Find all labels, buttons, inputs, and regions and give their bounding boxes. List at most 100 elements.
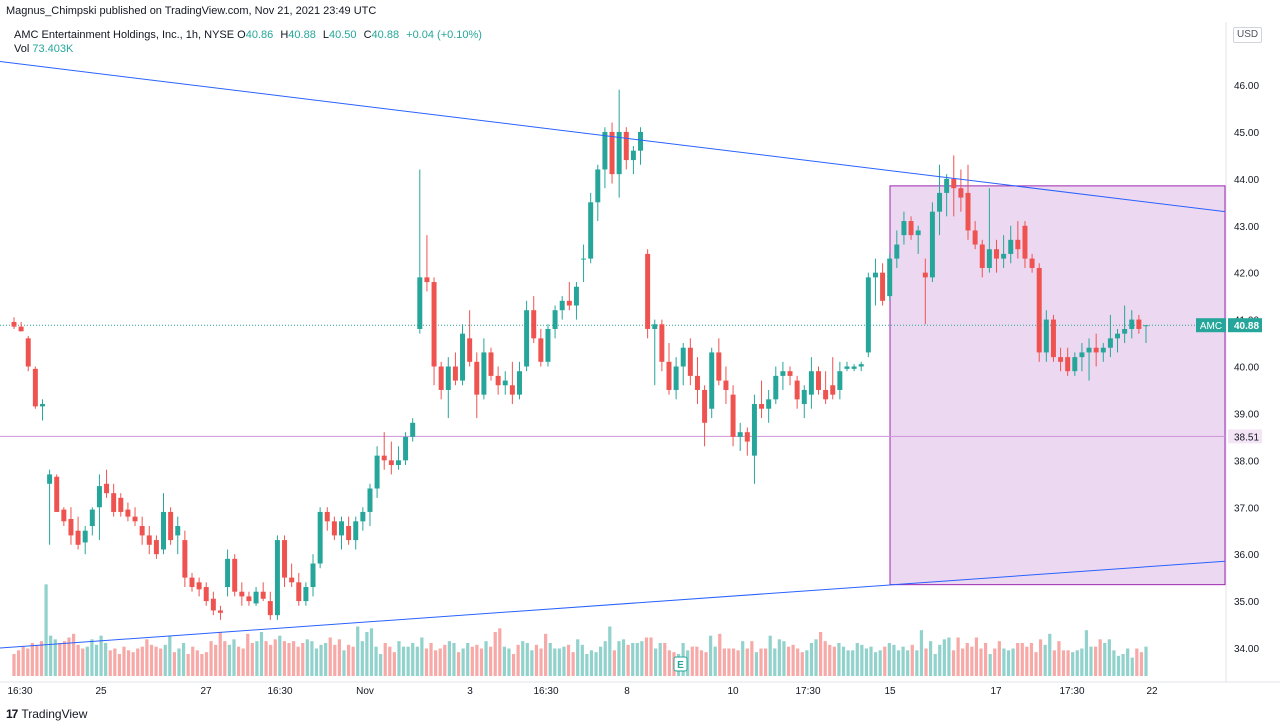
candle-body [96,486,102,508]
volume-bar [860,644,864,676]
candle-body [246,596,252,602]
volume-bar [1016,643,1020,676]
candle-body [153,540,159,555]
candle-body [253,591,259,604]
candle-body [687,347,693,376]
volume-bar [1107,639,1111,676]
candle-body [951,178,957,189]
volume-bar [479,648,484,676]
volume-bar [351,646,355,676]
volume-bar [883,646,887,676]
volume-bar [910,644,914,676]
volume-bar [626,644,630,676]
volume-bar [1112,650,1116,676]
volume-bar [1048,633,1052,676]
volume-bar [1052,650,1056,676]
volume-bar [81,648,85,676]
volume-bar [163,644,167,676]
volume-bar [447,641,451,676]
volume-bar [1066,650,1070,676]
candle-body [395,460,401,466]
candle-body [18,326,24,332]
candle-body [1122,328,1128,334]
candle-body [410,422,416,437]
candle-body [1136,319,1142,329]
volume-bar [342,650,346,676]
volume-bar [255,641,259,676]
symbol-description: AMC Entertainment Holdings, Inc., 1h, NY… [14,29,235,41]
candle-body [680,347,686,367]
volume-bar [892,644,896,676]
volume-bar [200,654,204,676]
volume-bar [773,648,777,676]
candle-body [602,131,608,170]
earnings-marker-box [673,656,688,672]
candle-body [694,375,700,390]
volume-bar [553,648,557,676]
price-tick-label: 40.00 [1234,363,1259,374]
volume-bar [1130,657,1134,676]
change-value: +0.04 (+0.10%) [406,29,482,41]
volume-bar [94,644,99,676]
volume-bar [658,643,662,676]
volume-bar [837,643,841,676]
candle-body [979,244,985,268]
volume-bar [1006,650,1011,676]
candle-body [944,178,950,193]
candle-body [360,511,366,522]
volume-bar [557,648,561,676]
volume-bar [420,637,424,676]
trendlines [0,61,1226,649]
candle-body [673,366,679,390]
volume-bar [456,652,461,676]
volume-bar [924,648,928,676]
candle-body [787,371,793,376]
candle-body [452,366,458,381]
candle-body [993,249,999,259]
price-tick-label: 42.00 [1234,269,1259,280]
candle-body [54,476,60,512]
volume-bar [704,652,708,676]
volume-bar [521,641,525,676]
candle-body [47,474,53,484]
candle-body [381,455,387,461]
volume-bar [177,648,181,676]
time-tick-label: 15 [884,686,896,697]
price-axis: 46.0045.0044.0043.0042.0041.0040.0039.00… [1225,22,1259,682]
candle-body [1036,267,1042,353]
volume-bar [919,630,924,676]
candle-body [937,192,943,212]
candle-body [965,192,971,231]
volume-bar [126,650,131,676]
volume-bar [191,646,195,676]
close-value: 40.88 [371,29,400,41]
volume-bar [172,652,177,676]
volume-bar [832,646,836,676]
volume-bar [489,646,493,676]
candle-body [638,131,644,151]
volume-bar [438,648,442,676]
price-chart[interactable]: 46.0045.0044.0043.0042.0041.0040.0039.00… [0,20,1280,702]
volume-bar [1061,650,1066,676]
volume-bar [1075,650,1079,676]
currency-button[interactable]: USD [1233,27,1263,43]
candle-body [310,563,316,588]
volume-bar [741,641,745,676]
volume-bar [786,646,791,676]
candle-body [730,394,736,437]
volume-bar [493,632,497,676]
volume-bar [401,646,406,676]
volume-bar [379,654,383,676]
candle-body [972,230,978,245]
price-tick-label: 45.00 [1234,128,1259,139]
volume-bar [470,646,474,676]
candle-body [1008,239,1014,254]
candle-body [659,324,665,362]
candle-body [1143,325,1149,327]
volume-bar [232,639,236,676]
volume-bar [649,637,653,676]
high-label: H [280,29,289,41]
candle-body [616,131,622,175]
candle-body [260,591,266,599]
volume-bar [67,637,71,676]
